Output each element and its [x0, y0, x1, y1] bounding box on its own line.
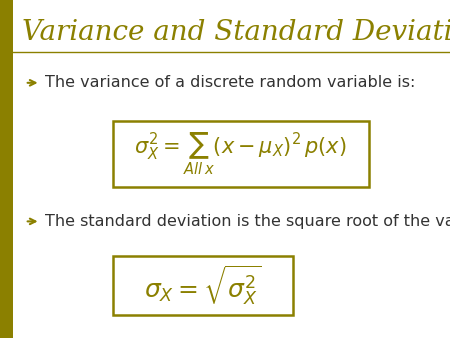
Text: Variance and Standard Deviation: Variance and Standard Deviation: [22, 19, 450, 46]
Text: $\sigma_X = \sqrt{\sigma_X^2}$: $\sigma_X = \sqrt{\sigma_X^2}$: [144, 263, 261, 308]
FancyBboxPatch shape: [112, 121, 369, 187]
FancyBboxPatch shape: [0, 0, 13, 338]
Text: The standard deviation is the square root of the variance.: The standard deviation is the square roo…: [45, 214, 450, 229]
Text: The variance of a discrete random variable is:: The variance of a discrete random variab…: [45, 75, 415, 90]
FancyBboxPatch shape: [112, 256, 292, 315]
Text: $\sigma_X^2 = \sum_{All\,x}(x-\mu_X)^2\,p(x)$: $\sigma_X^2 = \sum_{All\,x}(x-\mu_X)^2\,…: [135, 131, 347, 177]
